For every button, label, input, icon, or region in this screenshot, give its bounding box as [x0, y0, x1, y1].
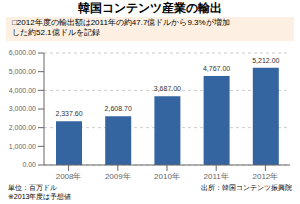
svg-text:2,337.60: 2,337.60	[55, 110, 82, 117]
html-text:した約52.1億ドルを記録: した約52.1億ドルを記録	[12, 28, 100, 37]
svg-text:5,000.00: 5,000.00	[9, 68, 36, 75]
svg-text:2008年: 2008年	[56, 172, 82, 181]
svg-text:5,212.00: 5,212.00	[252, 57, 279, 64]
svg-text:2,608.70: 2,608.70	[105, 105, 132, 112]
svg-text:2009年: 2009年	[105, 172, 131, 181]
svg-text:3,000.00: 3,000.00	[9, 105, 36, 112]
svg-text:0.00: 0.00	[22, 161, 36, 168]
svg-text:6,000.00: 6,000.00	[9, 49, 36, 56]
svg-text:1,000.00: 1,000.00	[9, 143, 36, 150]
html-text:出所：韓国コンテンツ振興院: 出所：韓国コンテンツ振興院	[201, 184, 292, 191]
svg-text:2011年: 2011年	[204, 172, 229, 181]
svg-text:2012年: 2012年	[253, 172, 279, 181]
svg-text:2010年: 2010年	[154, 172, 180, 181]
html-text:韓国コンテンツ産業の輸出: 韓国コンテンツ産業の輸出	[78, 1, 222, 15]
svg-text:3,687.00: 3,687.00	[154, 85, 181, 92]
svg-text:4,767.00: 4,767.00	[203, 65, 230, 72]
svg-text:4,000.00: 4,000.00	[9, 87, 36, 94]
html-text:□2012年度の輸出額は2011年の約47.7億ドルから9.: □2012年度の輸出額は2011年の約47.7億ドルから9.3%が増加	[12, 18, 230, 27]
html-text:単位：百万ドル ※2013年度は予想値: 単位：百万ドル ※2013年度は予想値	[8, 184, 72, 200]
svg-text:2,000.00: 2,000.00	[9, 124, 36, 131]
